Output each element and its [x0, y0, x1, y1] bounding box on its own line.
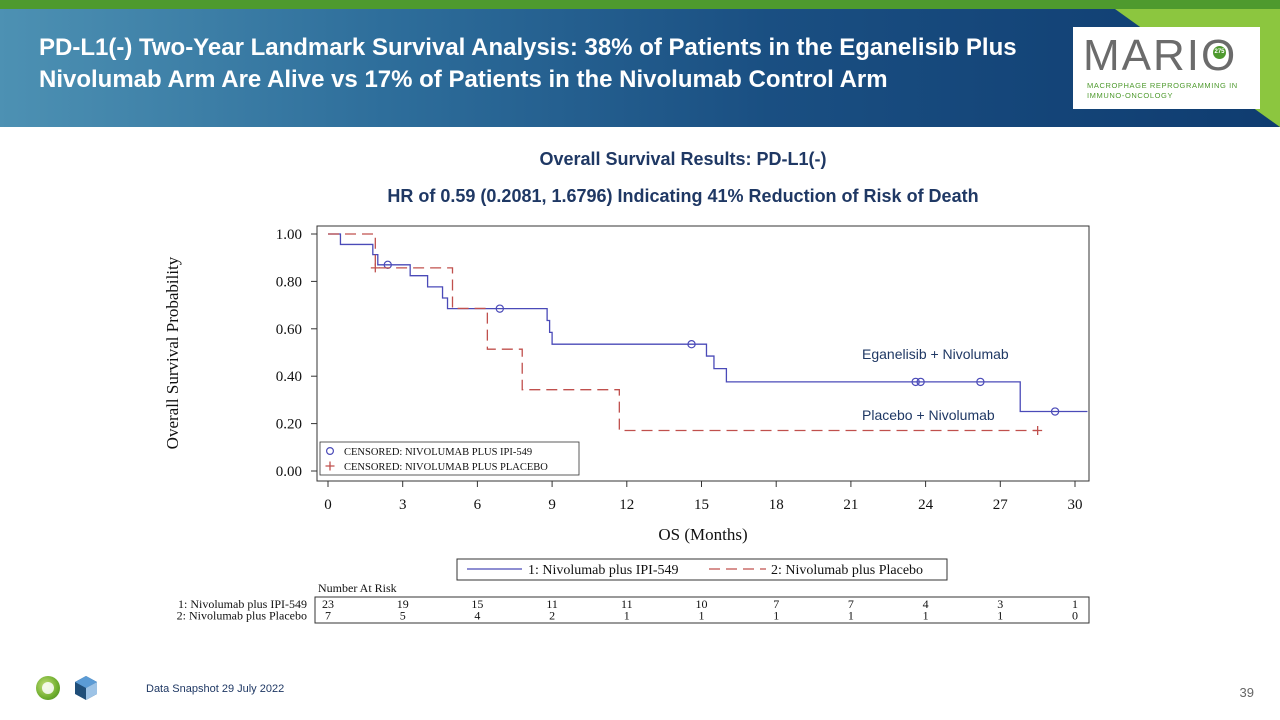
series-line-2 — [328, 233, 1038, 432]
censor-marker-circle — [1050, 407, 1060, 416]
x-tick-label: 30 — [1068, 497, 1083, 513]
censor-marker-circle — [911, 377, 920, 387]
risk-table-cell: 3 — [997, 597, 1003, 611]
bottom-legend-item: 1: Nivolumab plus IPI-549 — [528, 563, 679, 578]
risk-table-cell: 0 — [1072, 609, 1078, 623]
censor-marker-plus — [370, 263, 380, 273]
risk-table-cell: 7 — [848, 597, 854, 611]
top-accent-bar — [0, 0, 1280, 9]
partner-logo-icon — [75, 676, 97, 700]
y-axis-label: Overall Survival Probability — [163, 256, 182, 449]
risk-table-cell: 4 — [923, 597, 929, 611]
bottom-legend-item: 2: Nivolumab plus Placebo — [771, 563, 923, 578]
y-tick-label: 0.00 — [276, 464, 302, 480]
bottom-legend-box — [456, 558, 948, 581]
risk-table-row-label: 1: Nivolumab plus IPI-549 — [178, 597, 307, 611]
risk-table-cell: 7 — [773, 597, 779, 611]
logo-text: MARIO — [1083, 31, 1238, 80]
legend-censor-plus — [325, 461, 335, 471]
risk-table-cell: 1 — [848, 609, 854, 623]
risk-table-cell: 11 — [621, 597, 633, 611]
x-tick-label: 6 — [474, 497, 482, 513]
risk-table-cell: 23 — [322, 597, 334, 611]
mario-logo: MARIO 275 MACROPHAGE REPROGRAMMING IN IM… — [1073, 27, 1260, 109]
x-tick-label: 9 — [548, 497, 556, 513]
x-axis-label: OS (Months) — [658, 525, 747, 544]
y-tick-label: 0.80 — [276, 274, 302, 290]
chart-subtitle: HR of 0.59 (0.2081, 1.6796) Indicating 4… — [387, 186, 979, 206]
risk-table-box — [314, 596, 1090, 624]
risk-table-cell: 1 — [1072, 597, 1078, 611]
x-tick-label: 12 — [619, 497, 634, 513]
legend-censor-circle — [326, 447, 335, 456]
logo-number-badge: 275 — [1213, 46, 1226, 59]
censor-marker-circle — [976, 377, 985, 387]
plot-frame — [316, 225, 1090, 482]
y-tick-label: 0.40 — [276, 369, 302, 385]
risk-table-cell: 1 — [923, 609, 929, 623]
risk-table-cell: 5 — [400, 609, 406, 623]
risk-table-cell: 2 — [549, 609, 555, 623]
series-line-1 — [328, 233, 1088, 413]
annotation-placebo: Placebo + Nivolumab — [862, 407, 995, 423]
risk-table-cell: 4 — [474, 609, 480, 623]
risk-table-cell: 10 — [696, 597, 708, 611]
x-tick-label: 0 — [324, 497, 332, 513]
chart-title: Overall Survival Results: PD-L1(-) — [539, 149, 827, 169]
data-snapshot-note: Data Snapshot 29 July 2022 — [146, 683, 285, 695]
risk-table-cell: 1 — [699, 609, 705, 623]
risk-table-cell: 15 — [471, 597, 483, 611]
censor-marker-plus — [1033, 425, 1043, 435]
company-logo-icon — [36, 676, 60, 700]
x-tick-label: 27 — [993, 497, 1009, 513]
risk-table-cell: 7 — [325, 609, 331, 623]
censor-marker-circle — [687, 340, 696, 349]
risk-table-cell: 1 — [997, 609, 1003, 623]
page-number: 39 — [1239, 685, 1254, 700]
inset-legend-item: CENSORED: NIVOLUMAB PLUS PLACEBO — [344, 462, 548, 473]
censor-marker-circle — [495, 304, 505, 313]
x-tick-label: 15 — [694, 497, 709, 513]
page-title: PD-L1(-) Two-Year Landmark Survival Anal… — [39, 34, 1017, 93]
risk-table-title: Number At Risk — [318, 581, 397, 595]
y-tick-label: 0.60 — [276, 322, 302, 338]
inset-legend-item: CENSORED: NIVOLUMAB PLUS IPI-549 — [344, 447, 532, 458]
risk-table-cell: 1 — [624, 609, 630, 623]
risk-table-cell: 19 — [397, 597, 409, 611]
censor-marker-circle — [916, 377, 925, 387]
annotation-eganelisib: Eganelisib + Nivolumab — [862, 346, 1009, 362]
x-tick-label: 21 — [843, 497, 858, 513]
x-tick-label: 24 — [918, 497, 934, 513]
inset-legend-box — [319, 441, 580, 476]
y-tick-label: 0.20 — [276, 417, 302, 433]
x-tick-label: 3 — [399, 497, 407, 513]
risk-table-row-label: 2: Nivolumab plus Placebo — [177, 609, 307, 623]
y-tick-label: 1.00 — [276, 227, 302, 243]
risk-table-cell: 11 — [546, 597, 558, 611]
risk-table-cell: 1 — [773, 609, 779, 623]
logo-subtitle: MACROPHAGE REPROGRAMMING IN IMMUNO-ONCOL… — [1087, 81, 1238, 100]
x-tick-label: 18 — [769, 497, 784, 513]
